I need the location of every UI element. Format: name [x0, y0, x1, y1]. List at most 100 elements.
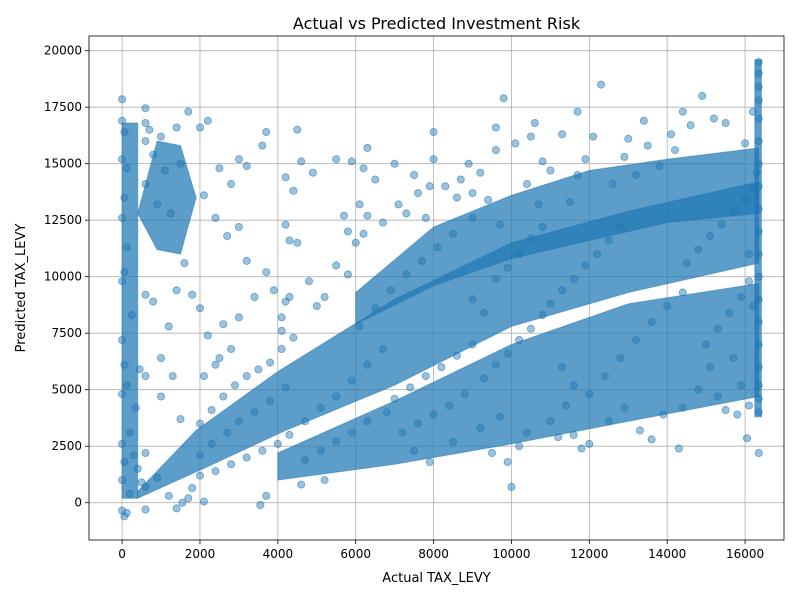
y-axis-label: Predicted TAX_LEVY: [14, 224, 29, 353]
scatter-point: [491, 146, 500, 155]
scatter-point: [754, 182, 763, 191]
scatter-point: [721, 119, 730, 128]
scatter-point: [421, 372, 430, 381]
x-axis-label: Actual TAX_LEVY: [382, 571, 490, 586]
scatter-point: [515, 335, 524, 344]
scatter-point: [141, 104, 150, 113]
scatter-point: [702, 340, 711, 349]
scatter-point: [250, 408, 259, 417]
y-tick-label: 0: [74, 496, 82, 510]
scatter-point: [269, 286, 278, 295]
scatter-point: [129, 451, 138, 460]
scatter-point: [211, 467, 220, 476]
scatter-point: [207, 439, 216, 448]
scatter-point: [195, 419, 204, 428]
scatter-point: [754, 58, 763, 67]
scatter-point: [402, 209, 411, 218]
scatter-point: [371, 175, 380, 184]
x-tick-label: 14000: [648, 547, 686, 561]
scatter-point: [320, 292, 329, 301]
scatter-point: [390, 394, 399, 403]
scatter-point: [223, 231, 232, 240]
scatter-point: [293, 238, 302, 247]
scatter-point: [141, 505, 150, 514]
scatter-point: [195, 123, 204, 132]
scatter-point: [569, 381, 578, 390]
scatter-point: [347, 376, 356, 385]
scatter-point: [120, 268, 129, 277]
scatter-point: [754, 408, 763, 417]
scatter-point: [565, 198, 574, 207]
scatter-point: [754, 340, 763, 349]
scatter-point: [754, 394, 763, 403]
scatter-point: [748, 302, 757, 311]
scatter-point: [332, 155, 341, 164]
scatter-point: [347, 157, 356, 166]
x-tick-label: 8000: [418, 547, 449, 561]
scatter-point: [546, 417, 555, 426]
y-tick-label: 15000: [44, 157, 82, 171]
scatter-point: [725, 308, 734, 317]
x-tick-label: 0: [118, 547, 126, 561]
scatter-point: [647, 435, 656, 444]
scatter-point: [297, 480, 306, 489]
scatter-point: [604, 236, 613, 245]
scatter-point: [122, 381, 131, 390]
scatter-point: [585, 390, 594, 399]
scatter-point: [378, 218, 387, 227]
scatter-point: [694, 385, 703, 394]
scatter-point: [230, 381, 239, 390]
scatter-point: [604, 417, 613, 426]
scatter-point: [433, 243, 442, 252]
scatter-point: [164, 491, 173, 500]
y-tick-label: 17500: [44, 100, 82, 114]
y-tick-label: 10000: [44, 270, 82, 284]
scatter-point: [156, 354, 165, 363]
scatter-point: [120, 360, 129, 369]
scatter-density-cloud: [121, 59, 762, 499]
scatter-point: [398, 428, 407, 437]
scatter-point: [410, 170, 419, 179]
y-axis: 0 2500 5000 7500 10000 12500 15000 17500 20000: [44, 44, 89, 510]
scatter-point: [176, 159, 185, 168]
scatter-point: [308, 168, 317, 177]
scatter-point: [227, 179, 236, 188]
scatter-point: [538, 222, 547, 231]
scatter-point: [188, 483, 197, 492]
scatter-point: [178, 498, 187, 507]
scatter-point: [694, 245, 703, 254]
scatter-point: [476, 424, 485, 433]
scatter-point: [281, 220, 290, 229]
scatter-point: [620, 152, 629, 161]
scatter-point: [737, 292, 746, 301]
scatter-point: [616, 222, 625, 231]
scatter-point: [122, 164, 131, 173]
scatter-point: [125, 489, 134, 498]
scatter-point: [316, 403, 325, 412]
scatter-point: [678, 107, 687, 116]
scatter-point: [754, 114, 763, 123]
scatter-point: [417, 256, 426, 265]
scatter-point: [234, 313, 243, 322]
scatter-point: [149, 297, 158, 306]
scatter-point: [429, 155, 438, 164]
scatter-point: [678, 288, 687, 297]
scatter-point: [141, 448, 150, 457]
scatter-point: [499, 94, 508, 103]
scatter-point: [135, 365, 144, 374]
scatter-point: [118, 439, 127, 448]
scatter-point: [285, 430, 294, 439]
scatter-point: [597, 80, 606, 89]
scatter-point: [456, 175, 465, 184]
scatter-point: [593, 250, 602, 259]
scatter-point: [172, 286, 181, 295]
scatter-point: [600, 372, 609, 381]
scatter-point: [754, 363, 763, 372]
scatter-point: [503, 263, 512, 272]
scatter-point: [219, 320, 228, 329]
scatter-point: [118, 116, 127, 125]
scatter-point: [530, 119, 539, 128]
scatter-point: [538, 311, 547, 320]
scatter-point: [663, 302, 672, 311]
scatter-point: [195, 304, 204, 313]
